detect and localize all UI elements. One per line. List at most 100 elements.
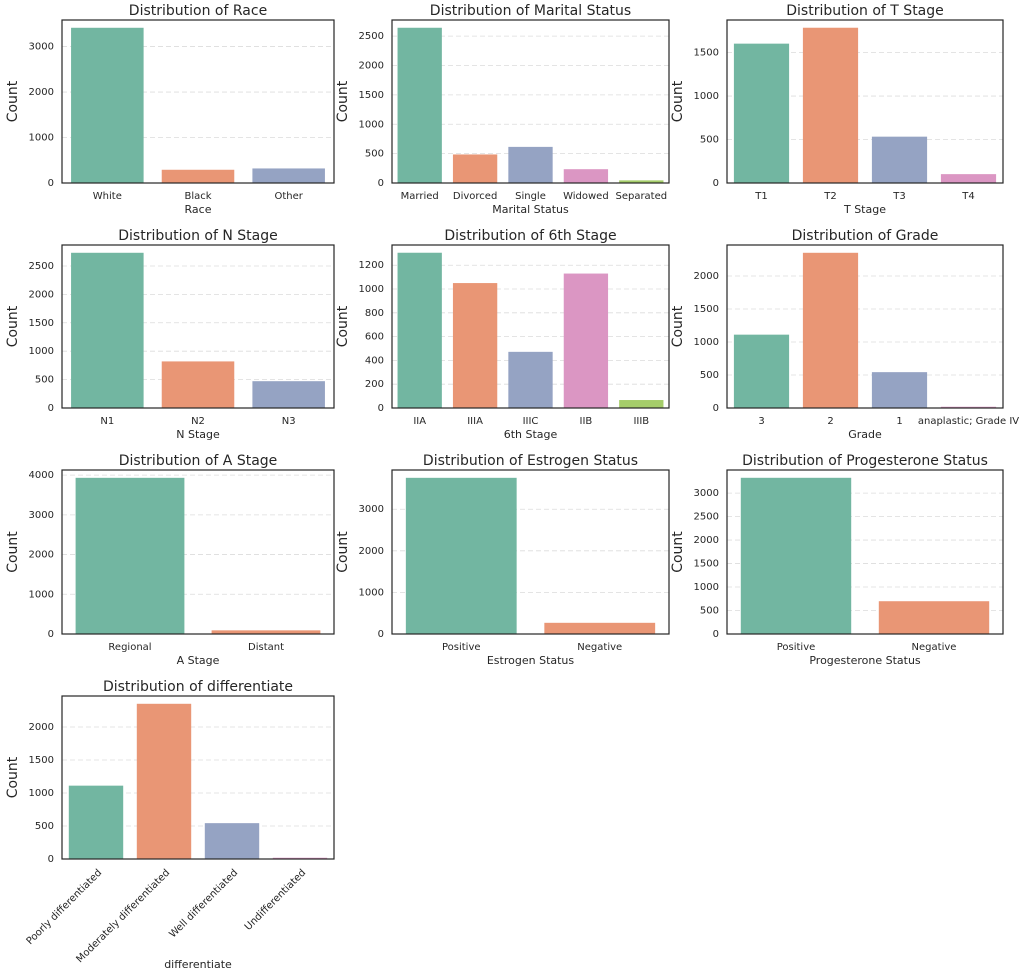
x-tick-label: Black [184,191,211,202]
axes-frame [726,469,1004,635]
x-tick-label: Negative [577,642,622,653]
y-tick-label: 0 [713,178,719,189]
y-tick-label: 500 [700,135,719,146]
axes-frame [726,19,1004,184]
bar [871,372,928,408]
bar [508,146,553,183]
y-axis-label: Count [335,305,351,347]
bar [733,43,790,183]
x-tick-label: T3 [892,191,905,202]
x-tick-label: Regional [108,642,151,653]
y-tick-label: 1000 [359,587,384,598]
bar [252,381,325,408]
x-tick-label: N1 [100,416,114,427]
x-tick-label: anaplastic; Grade IV [918,416,1019,427]
y-tick-label: 1500 [694,559,719,570]
bar [563,169,609,183]
x-tick-label: Distant [248,642,284,653]
chart-title: Distribution of Estrogen Status [423,453,638,469]
x-axis-label: Grade [848,428,882,441]
y-tick-label: 0 [378,629,384,640]
y-tick-label: 1500 [694,304,719,315]
y-axis-label: Count [5,305,21,347]
bar [272,857,328,859]
bar [878,601,990,634]
y-tick-label: 3000 [359,504,384,515]
y-tick-label: 1500 [29,755,54,766]
x-axis-label: T Stage [843,203,886,216]
x-axis-label: N Stage [176,428,220,441]
bar [871,136,928,183]
bar [508,351,553,408]
y-tick-label: 1000 [29,346,54,357]
y-tick-label: 0 [48,629,54,640]
y-tick-label: 1000 [694,337,719,348]
x-tick-label: Positive [777,642,816,653]
axes-frame [61,469,335,635]
chart-title: Distribution of Race [129,3,267,19]
bar [940,406,997,408]
y-tick-label: 2000 [29,550,54,561]
y-tick-label: 1000 [694,91,719,102]
bar [544,622,656,634]
x-axis-label: Estrogen Status [487,654,575,667]
bar [563,273,609,408]
axes-frame [61,244,335,409]
axes-frame [726,244,1004,409]
bar [68,785,124,859]
bar [204,823,260,859]
bar [397,252,442,408]
y-axis-label: Count [670,305,686,347]
y-tick-label: 1500 [359,90,384,101]
y-axis-label: Count [5,756,21,798]
x-tick-label: Other [274,191,303,202]
y-tick-label: 2000 [359,546,384,557]
y-tick-label: 0 [48,178,54,189]
y-tick-label: 1500 [694,48,719,59]
y-tick-label: 2000 [29,722,54,733]
x-tick-label: 1 [896,416,902,427]
x-tick-label: T4 [961,191,974,202]
y-tick-label: 1000 [29,589,54,600]
y-tick-label: 1000 [29,788,54,799]
y-tick-label: 3000 [694,488,719,499]
x-axis-label: Progesterone Status [809,654,921,667]
y-axis-label: Count [335,80,351,122]
y-tick-label: 2000 [359,61,384,72]
y-tick-label: 0 [48,854,54,865]
y-axis-label: Count [5,531,21,573]
x-tick-label: 3 [758,416,764,427]
bar [802,27,859,184]
x-tick-label: Poorly differentiated [25,867,105,947]
chart-title: Distribution of differentiate [103,679,293,695]
bar [161,361,235,408]
y-tick-label: 3000 [29,42,54,53]
y-tick-label: 1000 [359,284,384,295]
x-tick-label: N3 [282,416,296,427]
bar [161,169,235,183]
x-tick-label: N2 [191,416,205,427]
y-tick-label: 1200 [359,260,384,271]
bar [452,283,498,408]
y-tick-label: 0 [713,629,719,640]
bar [802,252,859,408]
y-tick-label: 1000 [359,119,384,130]
bar [397,27,442,184]
y-tick-label: 1000 [694,582,719,593]
y-tick-label: 4000 [29,470,54,481]
x-tick-label: Separated [615,191,667,202]
y-tick-label: 0 [378,178,384,189]
axes-frame [391,19,670,184]
x-tick-label: Divorced [453,191,497,202]
y-tick-label: 800 [365,308,384,319]
axes-frame [61,19,335,184]
bar [405,477,517,634]
chart-title: Distribution of N Stage [118,228,277,244]
x-tick-label: Single [515,191,546,202]
y-tick-label: 0 [378,403,384,414]
x-tick-label: Positive [442,642,481,653]
y-tick-label: 2000 [29,87,54,98]
y-tick-label: 3000 [29,510,54,521]
